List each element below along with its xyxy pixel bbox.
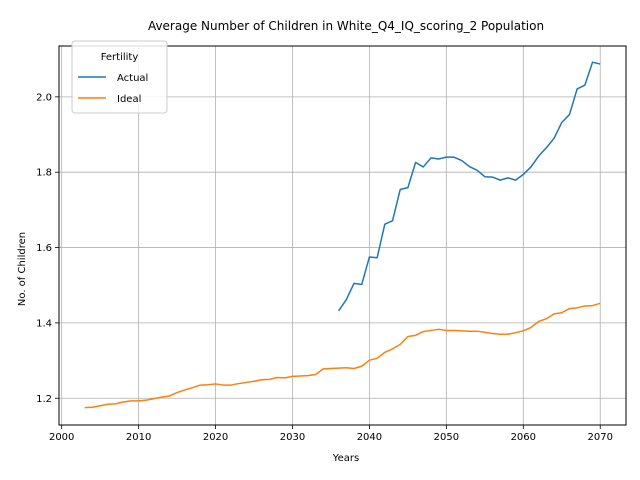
y-tick-label: 1.8 — [36, 168, 52, 179]
x-tick-label: 2000 — [49, 432, 74, 443]
chart-title: Average Number of Children in White_Q4_I… — [148, 19, 544, 33]
y-tick-label: 2.0 — [36, 92, 52, 103]
legend-box — [71, 40, 168, 114]
plot-frame — [58, 45, 627, 426]
axis-ticks: 2000 2010 2020 2030 2040 2050 2060 2070 1.2 1.4 1.… — [36, 92, 613, 443]
series-line-actual — [338, 61, 601, 312]
y-tick-label: 1.6 — [36, 243, 52, 254]
legend-label-actual: Actual — [117, 73, 148, 84]
y-tick-label: 1.2 — [36, 394, 52, 405]
y-tick-label: 1.4 — [36, 318, 52, 329]
series-line-ideal — [84, 302, 601, 409]
legend-label-ideal: Ideal — [117, 94, 141, 105]
series-lines — [84, 61, 601, 409]
legend: Fertility Actual Ideal — [71, 40, 168, 114]
x-tick-label: 2060 — [511, 432, 536, 443]
x-tick-label: 2040 — [357, 432, 382, 443]
legend-title: Fertility — [101, 52, 139, 63]
x-tick-label: 2010 — [126, 432, 151, 443]
x-tick-label: 2020 — [203, 432, 228, 443]
x-tick-label: 2050 — [434, 432, 459, 443]
y-axis-label: No. of Children — [17, 232, 28, 306]
x-axis-label: Years — [332, 453, 359, 464]
x-tick-label: 2070 — [588, 432, 613, 443]
x-tick-label: 2030 — [280, 432, 305, 443]
